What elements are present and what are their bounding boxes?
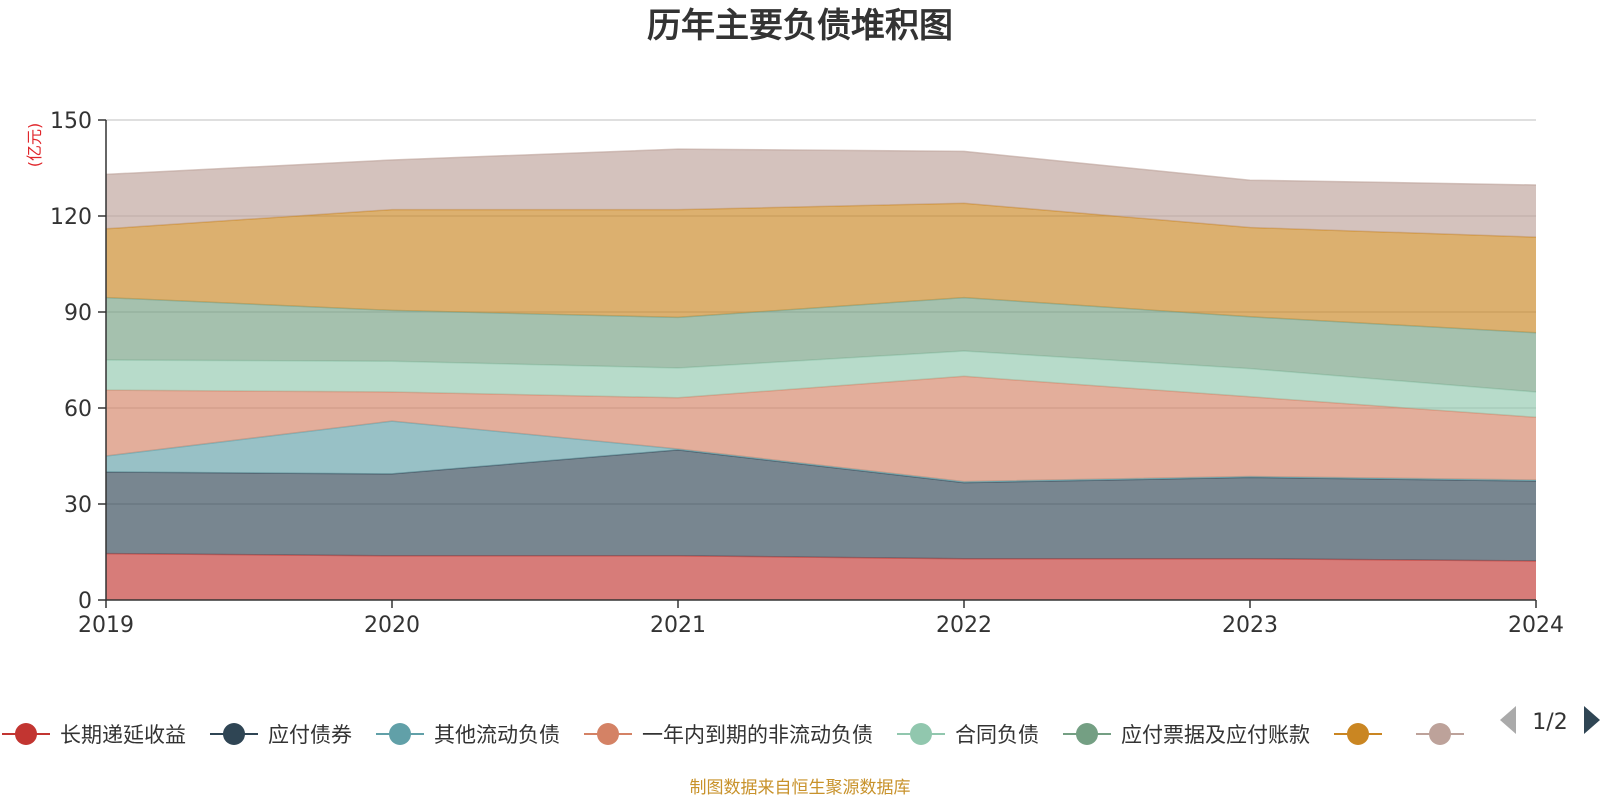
legend-label: 一年内到期的非流动负债 (642, 723, 873, 747)
legend-item-8[interactable] (1415, 723, 1464, 745)
y-tick-label: 120 (50, 205, 92, 230)
area-series-3 (106, 421, 1536, 483)
legend-marker-icon (1075, 723, 1098, 745)
area-series-7 (106, 203, 1536, 333)
x-tick-label: 2019 (78, 613, 134, 638)
x-tick-label: 2020 (364, 613, 420, 638)
area-series-2 (106, 449, 1536, 561)
y-axis-unit-label: (亿元) (25, 123, 44, 168)
legend-marker-icon (15, 723, 37, 745)
area-series (105, 148, 1537, 600)
legend-marker-icon (388, 723, 411, 745)
axes: 0 30 60 90 120 150 2019 2020 2021 2022 2023 2024 (50, 109, 1564, 638)
legend-next-arrow-icon[interactable] (1584, 706, 1600, 734)
legend-label: 应付债券 (268, 723, 352, 747)
legend-marker-icon (1428, 723, 1451, 745)
y-tick-label: 90 (64, 301, 92, 326)
legend-marker-icon (1346, 723, 1369, 745)
legend-label: 合同负债 (955, 723, 1039, 747)
y-tick-label: 30 (64, 493, 92, 518)
x-tick-label: 2021 (650, 613, 706, 638)
legend-item-2[interactable]: 应付债券 (209, 723, 352, 747)
legend-label: 其他流动负债 (434, 723, 560, 747)
legend-marker-icon (222, 723, 245, 745)
legend-item-5[interactable]: 合同负债 (896, 723, 1039, 747)
chart-title: 历年主要负债堆积图 (647, 6, 953, 46)
x-tick-label: 2024 (1508, 613, 1564, 638)
legend-marker-icon (596, 723, 619, 745)
legend-item-3[interactable]: 其他流动负债 (375, 723, 560, 747)
area-series-8 (106, 149, 1536, 238)
area-series-6 (106, 297, 1536, 392)
y-tick-label: 150 (50, 109, 92, 134)
legend-marker-icon (909, 723, 932, 745)
legend[interactable]: 长期递延收益 应付债券 其他流动负债 一年内到期的非流动负债 合同负债 应付票据及应付账款 (2, 723, 1464, 747)
x-tick-label: 2023 (1222, 613, 1278, 638)
area-series-1 (106, 553, 1536, 600)
legend-item-4[interactable]: 一年内到期的非流动负债 (583, 723, 873, 747)
legend-prev-arrow-icon[interactable] (1500, 706, 1516, 734)
area-series-4 (106, 376, 1536, 482)
legend-item-6[interactable]: 应付票据及应付账款 (1062, 723, 1310, 747)
data-source-note: 制图数据来自恒生聚源数据库 (690, 778, 911, 798)
area-series-5 (106, 351, 1536, 418)
y-tick-label: 0 (78, 589, 92, 614)
y-tick-label: 60 (64, 397, 92, 422)
legend-page-indicator: 1/2 (1532, 710, 1567, 735)
legend-pager: 1/2 (1500, 706, 1600, 735)
x-tick-label: 2022 (936, 613, 992, 638)
legend-item-7[interactable] (1333, 723, 1382, 745)
area-series-edge-8 (105, 148, 1537, 186)
legend-label: 应付票据及应付账款 (1121, 723, 1310, 747)
legend-label: 长期递延收益 (60, 723, 186, 747)
legend-item-1[interactable]: 长期递延收益 (2, 723, 186, 747)
